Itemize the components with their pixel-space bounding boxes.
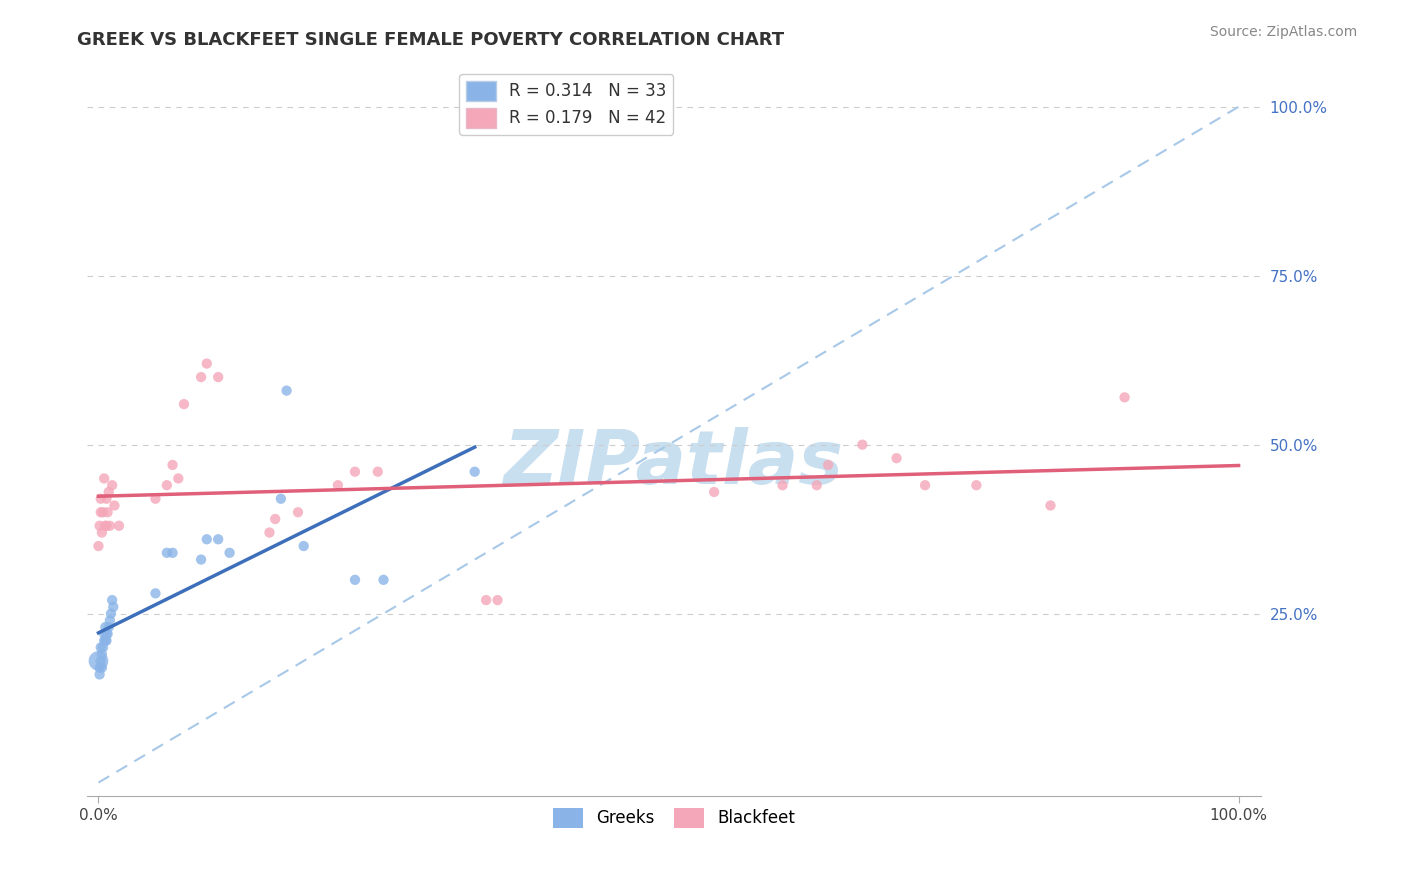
Point bbox=[97, 505, 120, 519]
Point bbox=[93, 627, 115, 641]
Point bbox=[190, 552, 212, 566]
Point bbox=[1039, 499, 1062, 513]
Point bbox=[367, 465, 389, 479]
Point bbox=[90, 654, 112, 668]
Point bbox=[108, 518, 131, 533]
Point bbox=[93, 633, 115, 648]
Point bbox=[98, 613, 121, 627]
Point bbox=[156, 478, 179, 492]
Point bbox=[326, 478, 349, 492]
Point bbox=[276, 384, 298, 398]
Point bbox=[162, 458, 184, 472]
Point bbox=[218, 546, 240, 560]
Point bbox=[965, 478, 987, 492]
Point bbox=[90, 647, 112, 661]
Point bbox=[343, 573, 366, 587]
Legend: Greeks, Blackfeet: Greeks, Blackfeet bbox=[546, 801, 803, 835]
Point bbox=[100, 607, 122, 621]
Point bbox=[167, 471, 190, 485]
Point bbox=[94, 518, 117, 533]
Text: Source: ZipAtlas.com: Source: ZipAtlas.com bbox=[1209, 25, 1357, 39]
Point bbox=[772, 478, 794, 492]
Point bbox=[806, 478, 828, 492]
Point bbox=[173, 397, 195, 411]
Point bbox=[97, 620, 120, 634]
Text: ZIPatlas: ZIPatlas bbox=[505, 427, 844, 500]
Point bbox=[207, 370, 229, 384]
Point bbox=[96, 627, 118, 641]
Point bbox=[101, 478, 124, 492]
Point bbox=[96, 633, 118, 648]
Point bbox=[90, 661, 112, 675]
Point bbox=[886, 451, 908, 466]
Point bbox=[156, 546, 179, 560]
Point bbox=[87, 539, 110, 553]
Point bbox=[103, 499, 125, 513]
Point bbox=[89, 661, 111, 675]
Point bbox=[91, 505, 114, 519]
Point bbox=[90, 525, 112, 540]
Point bbox=[98, 518, 121, 533]
Point bbox=[103, 599, 125, 614]
Point bbox=[145, 491, 167, 506]
Point bbox=[96, 518, 118, 533]
Text: GREEK VS BLACKFEET SINGLE FEMALE POVERTY CORRELATION CHART: GREEK VS BLACKFEET SINGLE FEMALE POVERTY… bbox=[77, 31, 785, 49]
Point bbox=[93, 471, 115, 485]
Point bbox=[94, 633, 117, 648]
Point bbox=[90, 640, 112, 655]
Point bbox=[343, 465, 366, 479]
Point bbox=[90, 491, 112, 506]
Point bbox=[851, 438, 873, 452]
Point bbox=[190, 370, 212, 384]
Point bbox=[292, 539, 315, 553]
Point bbox=[96, 491, 118, 506]
Point bbox=[90, 505, 112, 519]
Point bbox=[464, 465, 486, 479]
Point bbox=[207, 533, 229, 547]
Point bbox=[97, 627, 120, 641]
Point bbox=[89, 518, 111, 533]
Point bbox=[270, 491, 292, 506]
Point bbox=[914, 478, 936, 492]
Point bbox=[101, 593, 124, 607]
Point bbox=[195, 533, 218, 547]
Point bbox=[703, 485, 725, 500]
Point bbox=[195, 357, 218, 371]
Point bbox=[97, 485, 120, 500]
Point bbox=[94, 620, 117, 634]
Point bbox=[145, 586, 167, 600]
Point bbox=[87, 654, 110, 668]
Point bbox=[373, 573, 395, 587]
Point bbox=[287, 505, 309, 519]
Point bbox=[1114, 390, 1136, 404]
Point bbox=[486, 593, 509, 607]
Point bbox=[475, 593, 498, 607]
Point bbox=[89, 667, 111, 681]
Point bbox=[259, 525, 281, 540]
Point bbox=[817, 458, 839, 472]
Point bbox=[264, 512, 287, 526]
Point bbox=[162, 546, 184, 560]
Point bbox=[91, 640, 114, 655]
